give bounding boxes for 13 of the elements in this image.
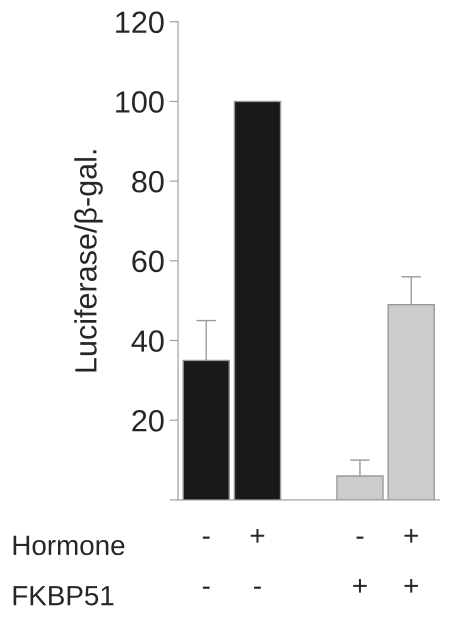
y-axis-title: Luciferase/β-gal. xyxy=(74,150,103,372)
y-tick-label: 40 xyxy=(132,330,164,352)
category-label: - - xyxy=(202,536,210,589)
text: Hormone xyxy=(14,536,124,556)
y-tick-label: 100 xyxy=(116,91,164,113)
y-tick-label: 20 xyxy=(132,410,164,432)
category-label: + - xyxy=(250,529,264,589)
y-tick-label: 120 xyxy=(116,11,164,34)
category-label: - + xyxy=(353,536,367,593)
text: FKBP51 xyxy=(14,586,114,606)
y-tick-label: 80 xyxy=(132,170,164,192)
category-label: + + xyxy=(404,529,418,593)
y-tick-label: 60 xyxy=(132,250,164,272)
